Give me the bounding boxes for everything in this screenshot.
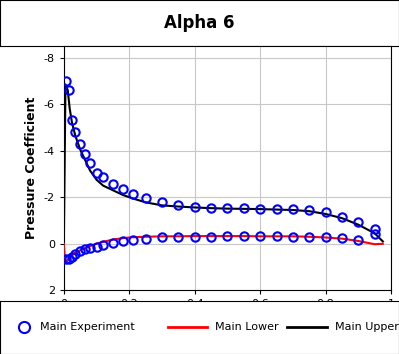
- Text: Main Lower: Main Lower: [215, 322, 279, 332]
- X-axis label: Position:X (m): Position:X (m): [172, 315, 283, 329]
- Text: Alpha 6: Alpha 6: [164, 14, 235, 32]
- Text: Main Experiment: Main Experiment: [40, 322, 134, 332]
- Y-axis label: Pressure Coefficient: Pressure Coefficient: [25, 97, 38, 239]
- Text: Main Upper: Main Upper: [335, 322, 399, 332]
